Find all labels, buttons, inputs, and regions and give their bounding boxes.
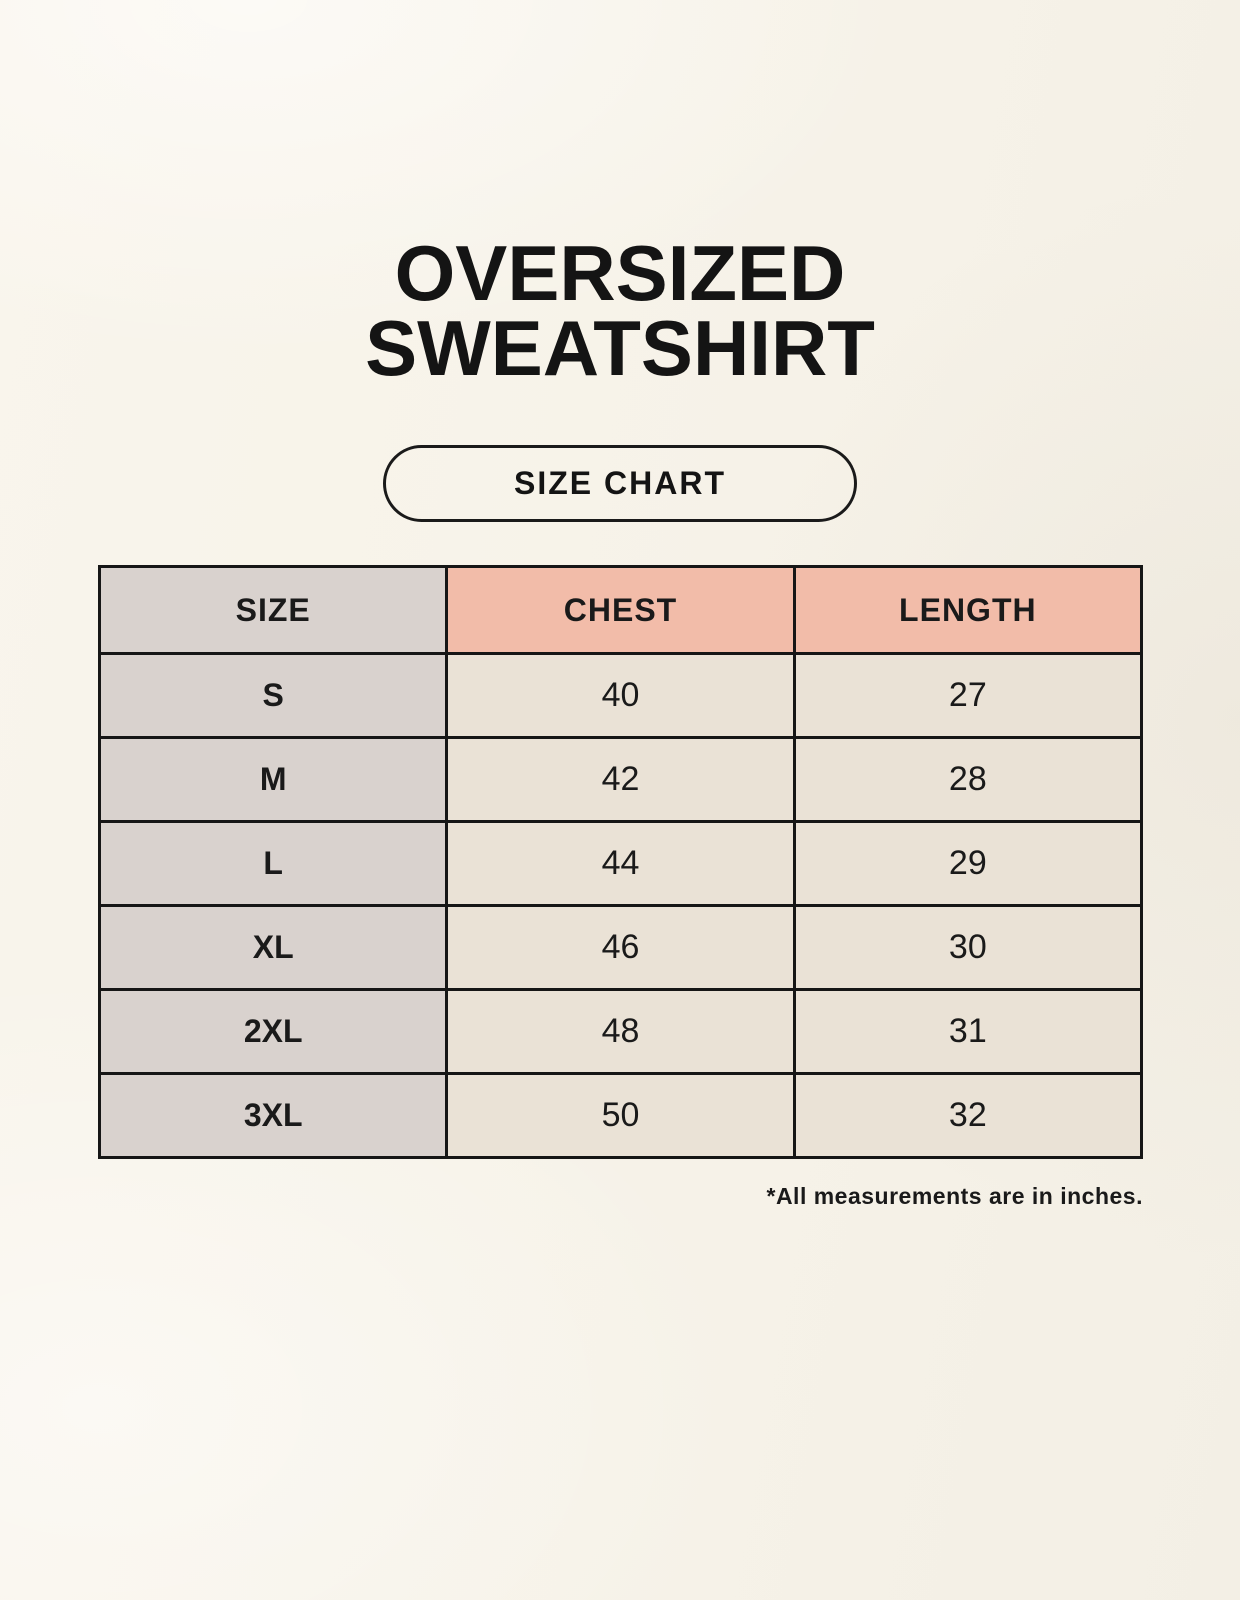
table-row: M 42 28	[97, 736, 1144, 823]
size-label: L	[97, 820, 449, 907]
size-label: 3XL	[97, 1072, 449, 1159]
length-value: 28	[792, 736, 1144, 823]
table-row: XL 46 30	[97, 904, 1144, 991]
table-row: S 40 27	[97, 652, 1144, 739]
chest-value: 44	[445, 820, 796, 907]
size-label: XL	[97, 904, 449, 991]
measurements-note: *All measurements are in inches.	[766, 1183, 1143, 1209]
size-table: SIZE CHEST LENGTH S 40 27 M 42 28 L 44 2…	[97, 565, 1144, 1159]
table-row: 3XL 50 32	[97, 1072, 1144, 1159]
length-value: 29	[792, 820, 1144, 907]
page-title: OVERSIZED SWEATSHIRT	[0, 229, 1240, 392]
length-value: 32	[792, 1072, 1144, 1159]
length-value: 27	[792, 652, 1144, 739]
chest-value: 42	[445, 736, 796, 823]
chest-value: 46	[445, 904, 796, 991]
chest-value: 48	[445, 988, 796, 1075]
table-row: 2XL 48 31	[97, 988, 1144, 1075]
column-header-size: SIZE	[97, 565, 449, 655]
page-title-line-2: SWEATSHIRT	[365, 304, 875, 392]
chest-value: 40	[445, 652, 796, 739]
column-header-chest: CHEST	[445, 565, 796, 655]
table-header-row: SIZE CHEST LENGTH	[97, 565, 1144, 655]
size-chart-button[interactable]: SIZE CHART	[383, 445, 857, 522]
size-label: 2XL	[97, 988, 449, 1075]
size-label: M	[97, 736, 449, 823]
chest-value: 50	[445, 1072, 796, 1159]
size-label: S	[97, 652, 449, 739]
size-chart-button-label: SIZE CHART	[514, 465, 726, 501]
length-value: 31	[792, 988, 1144, 1075]
length-value: 30	[792, 904, 1144, 991]
page-title-line-1: OVERSIZED	[394, 229, 846, 317]
column-header-length: LENGTH	[792, 565, 1144, 655]
table-row: L 44 29	[97, 820, 1144, 907]
